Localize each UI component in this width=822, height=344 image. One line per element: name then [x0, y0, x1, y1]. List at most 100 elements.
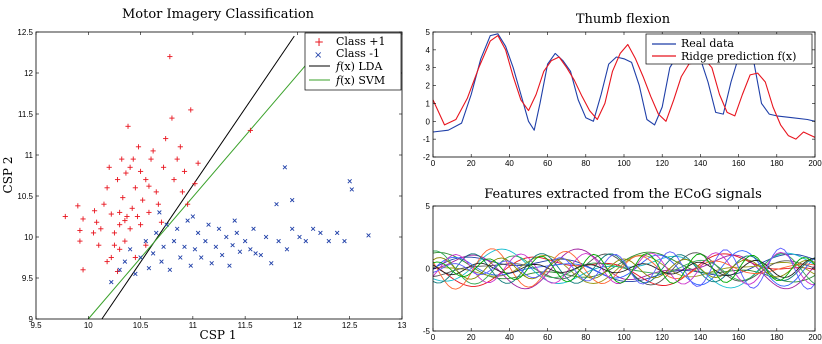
point-class-minus — [276, 238, 281, 244]
point-class-minus — [138, 255, 143, 260]
point-class-minus — [174, 226, 180, 232]
point-class-plus — [171, 177, 177, 183]
legend-label-class-minus: Class -1 — [336, 47, 380, 60]
point-class-minus — [159, 259, 164, 264]
x-tick-label: 11 — [189, 321, 198, 330]
x-tick-label: 100 — [617, 159, 631, 168]
point-class-plus — [101, 201, 107, 207]
point-class-plus — [153, 189, 159, 195]
point-class-minus — [289, 197, 295, 203]
x-tick-label: 20 — [467, 159, 476, 168]
point-class-minus — [224, 234, 229, 240]
point-class-minus — [146, 265, 152, 271]
y-tick-label: 10.5 — [17, 192, 33, 201]
point-class-minus — [237, 249, 243, 254]
feature-series-line — [432, 248, 816, 290]
point-class-plus — [104, 185, 110, 191]
x-tick-label: 120 — [656, 333, 670, 342]
point-class-minus — [216, 226, 222, 232]
point-class-plus — [96, 242, 102, 248]
y-tick-label: 2 — [426, 82, 431, 91]
point-class-plus — [179, 189, 185, 195]
x-axis-label: CSP 1 — [200, 328, 237, 342]
point-class-plus — [132, 254, 138, 261]
y-tick-label: 3 — [426, 64, 431, 73]
x-tick-label: 200 — [808, 333, 822, 342]
point-class-minus — [199, 255, 204, 260]
point-class-minus — [143, 238, 149, 244]
y-tick-label: 11 — [25, 151, 34, 160]
point-class-minus — [227, 263, 232, 268]
point-class-plus — [104, 259, 110, 265]
point-class-minus — [297, 234, 302, 240]
point-class-plus — [146, 209, 152, 215]
point-class-minus — [232, 218, 237, 223]
x-tick-label: 40 — [505, 159, 514, 168]
y-tick-label: -2 — [423, 153, 431, 162]
point-class-minus — [242, 238, 248, 244]
y-tick-label: 5 — [426, 28, 431, 37]
point-class-plus — [143, 177, 149, 183]
point-class-minus — [310, 226, 316, 232]
point-class-minus — [164, 222, 169, 227]
point-class-plus — [117, 246, 123, 252]
point-class-plus — [174, 156, 180, 162]
point-class-plus — [75, 203, 81, 209]
x-tick-label: 80 — [581, 333, 590, 342]
legend-marker-class-plus: + — [314, 35, 324, 49]
feature-series-line — [432, 248, 816, 290]
feature-series-line — [432, 247, 816, 290]
point-class-minus — [150, 251, 156, 256]
y-tick-label: 12.5 — [17, 28, 33, 37]
point-class-plus — [77, 227, 83, 234]
point-class-plus — [94, 219, 100, 225]
point-class-minus — [263, 234, 269, 240]
point-class-minus — [219, 252, 225, 258]
point-class-minus — [192, 247, 198, 252]
scatter-panel: Motor Imagery Classification 9.5 10 10.5 11… — [1, 7, 407, 342]
point-class-minus — [234, 230, 239, 236]
point-class-plus — [122, 218, 128, 224]
point-class-minus — [167, 267, 173, 273]
point-class-plus — [158, 219, 165, 225]
feature-series-line — [432, 250, 816, 287]
x-tick-label: 100 — [617, 333, 631, 342]
point-class-minus — [157, 210, 162, 215]
point-class-plus — [192, 181, 198, 187]
point-class-plus — [132, 185, 138, 191]
point-class-minus — [318, 230, 323, 236]
x-tick-label: 200 — [808, 159, 822, 168]
point-class-plus — [90, 230, 97, 236]
y-tick-label: 10 — [24, 233, 33, 242]
point-class-plus — [80, 216, 86, 222]
point-class-minus — [347, 179, 352, 184]
point-class-plus — [181, 168, 188, 174]
y-tick-label: 4 — [426, 46, 431, 55]
x-tick-label: 11.5 — [238, 321, 254, 330]
svm-boundary-line — [87, 56, 314, 320]
series-ridge-prediction-line — [432, 35, 816, 140]
chart-title: Motor Imagery Classification — [122, 7, 315, 22]
legend: Real data Ridge prediction f(x) — [645, 33, 813, 65]
point-class-minus — [203, 238, 208, 244]
y-tick-label: 1 — [426, 99, 431, 108]
point-class-minus — [248, 247, 253, 252]
point-class-plus — [129, 205, 135, 211]
lda-boundary-line — [101, 35, 295, 320]
point-class-minus — [122, 259, 128, 264]
point-class-plus — [148, 156, 154, 162]
point-class-minus — [109, 279, 114, 285]
point-class-plus — [123, 170, 129, 176]
point-class-plus — [62, 213, 68, 220]
point-class-minus — [349, 187, 355, 192]
point-class-minus — [334, 230, 340, 236]
x-tick-label: 60 — [543, 333, 552, 342]
point-class-plus — [185, 201, 191, 207]
point-class-plus — [111, 230, 118, 236]
point-class-plus — [143, 242, 149, 248]
legend-label-ridge: Ridge prediction f(x) — [681, 50, 796, 63]
point-class-minus — [209, 261, 214, 266]
y-tick-label: -5 — [423, 327, 431, 336]
point-class-plus — [155, 201, 161, 207]
